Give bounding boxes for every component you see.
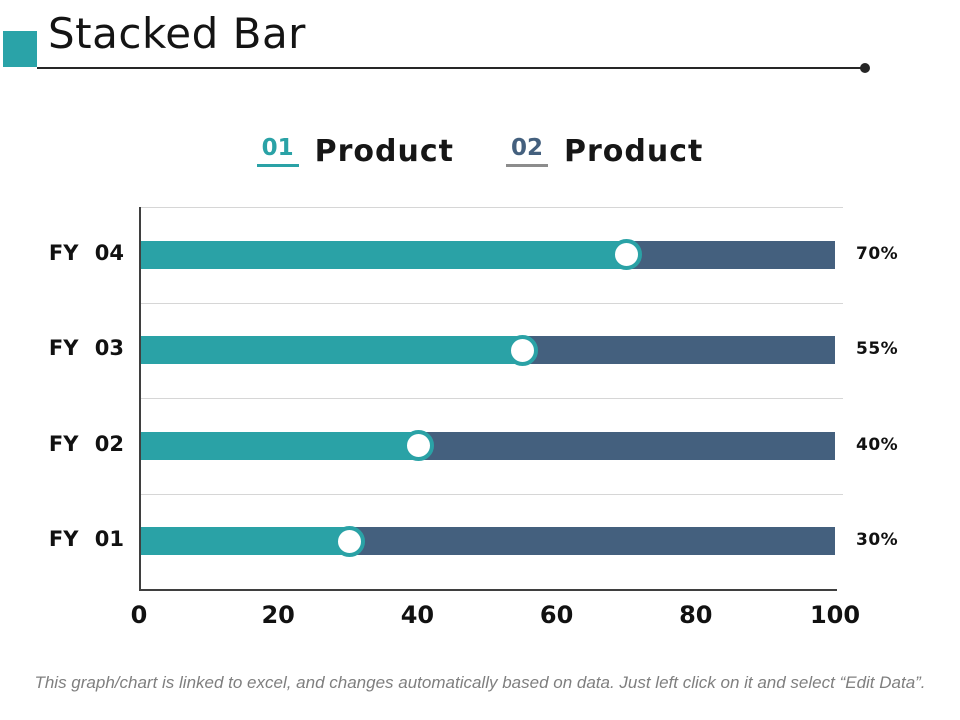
legend-label-product-02: Product <box>564 134 704 169</box>
legend-label-product-01: Product <box>314 134 454 169</box>
bar-segment-product-01 <box>141 527 350 556</box>
value-label: 70% <box>856 243 899 264</box>
title-underline-end-dot <box>860 63 870 73</box>
bar-segment-product-02 <box>418 431 835 460</box>
legend-item-product-01: 01 Product <box>256 134 454 169</box>
bar-row <box>141 431 835 460</box>
bar-segment-product-02 <box>349 527 835 556</box>
value-label: 40% <box>856 434 899 455</box>
chart-legend: 01 Product 02 Product <box>0 134 960 169</box>
bar-row <box>141 527 835 556</box>
page-title: Stacked Bar <box>48 9 306 58</box>
x-axis-tick-label: 100 <box>809 601 861 629</box>
gridline <box>139 493 843 495</box>
value-label: 55% <box>856 339 899 360</box>
legend-number-02: 02 <box>506 135 549 168</box>
y-axis-line <box>139 207 141 591</box>
title-underline <box>37 67 864 69</box>
x-axis-tick-label: 80 <box>679 601 713 629</box>
value-label: 30% <box>856 530 899 551</box>
x-axis-tick-label: 20 <box>261 601 295 629</box>
category-label: FY 04 <box>48 240 124 265</box>
junction-marker <box>507 334 539 366</box>
category-label: FY 03 <box>48 336 124 361</box>
gridline <box>139 207 843 208</box>
bar-row <box>141 336 835 365</box>
footer-note: This graph/chart is linked to excel, and… <box>34 673 926 692</box>
x-axis-tick-label: 0 <box>130 601 148 629</box>
gridline <box>139 398 843 399</box>
bar-segment-product-01 <box>141 431 419 460</box>
x-axis-tick-label: 60 <box>539 601 574 629</box>
bar-segment-product-01 <box>141 240 627 269</box>
bar-row <box>141 240 835 269</box>
legend-item-product-02: 02 Product <box>506 134 703 169</box>
legend-number-01: 01 <box>256 135 299 168</box>
junction-marker <box>403 430 435 462</box>
bar-segment-product-02 <box>522 336 835 365</box>
bar-segment-product-02 <box>626 240 835 269</box>
x-axis-tick-label: 40 <box>400 601 435 629</box>
category-label: FY 01 <box>48 527 124 552</box>
title-accent-square <box>3 31 37 67</box>
category-label: FY 02 <box>48 431 124 456</box>
junction-marker <box>611 239 643 271</box>
bar-segment-product-01 <box>141 336 523 365</box>
gridline <box>139 302 843 304</box>
x-axis-line <box>139 589 837 591</box>
junction-marker <box>333 525 365 557</box>
